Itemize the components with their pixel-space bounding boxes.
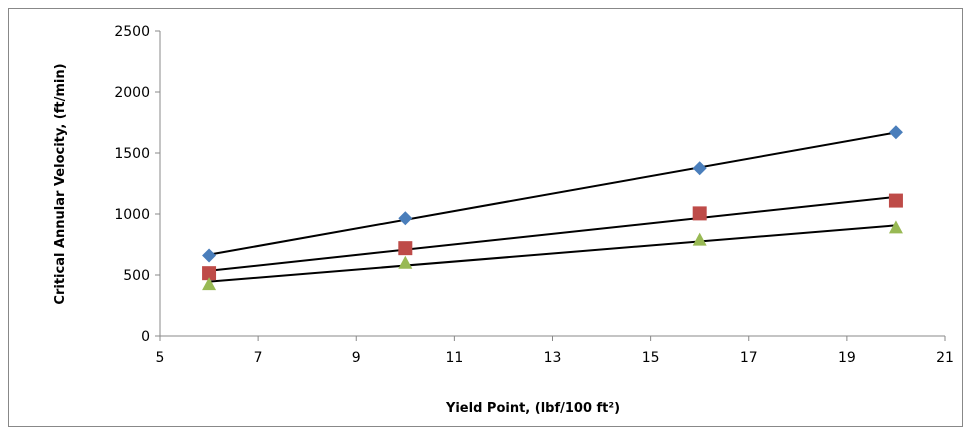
x-tick-label: 21 xyxy=(936,350,954,366)
x-tick-label: 7 xyxy=(254,350,263,366)
x-tick-label: 13 xyxy=(544,350,562,366)
point xyxy=(202,266,217,281)
point xyxy=(692,232,707,246)
y-tick-label: 1000 xyxy=(114,207,150,223)
point xyxy=(888,125,903,140)
chart-border xyxy=(8,8,963,427)
y-axis-title: Critical Annular Velocity, (ft/min) xyxy=(53,63,68,304)
point xyxy=(888,220,903,234)
x-tick-label: 11 xyxy=(445,350,463,366)
point xyxy=(202,248,217,263)
trend-line xyxy=(208,224,897,283)
point xyxy=(398,241,413,256)
x-tick-label: 19 xyxy=(838,350,856,366)
y-tick-label: 500 xyxy=(123,268,150,284)
trend-line xyxy=(208,195,897,272)
x-tick-label: 17 xyxy=(740,350,758,366)
point xyxy=(888,193,903,208)
y-tick-label: 1500 xyxy=(114,146,150,162)
point xyxy=(398,211,413,226)
y-tick-label: 0 xyxy=(141,329,150,345)
point xyxy=(692,206,707,221)
x-tick-label: 15 xyxy=(642,350,660,366)
trend-line xyxy=(208,131,897,256)
x-tick-label: 9 xyxy=(352,350,361,366)
point xyxy=(398,255,413,269)
point xyxy=(692,161,707,176)
point xyxy=(202,277,217,291)
y-tick-label: 2500 xyxy=(114,24,150,40)
y-tick-label: 2000 xyxy=(114,85,150,101)
x-tick-label: 5 xyxy=(156,350,165,366)
x-axis-title: Yield Point, (lbf/100 ft²) xyxy=(445,401,620,416)
